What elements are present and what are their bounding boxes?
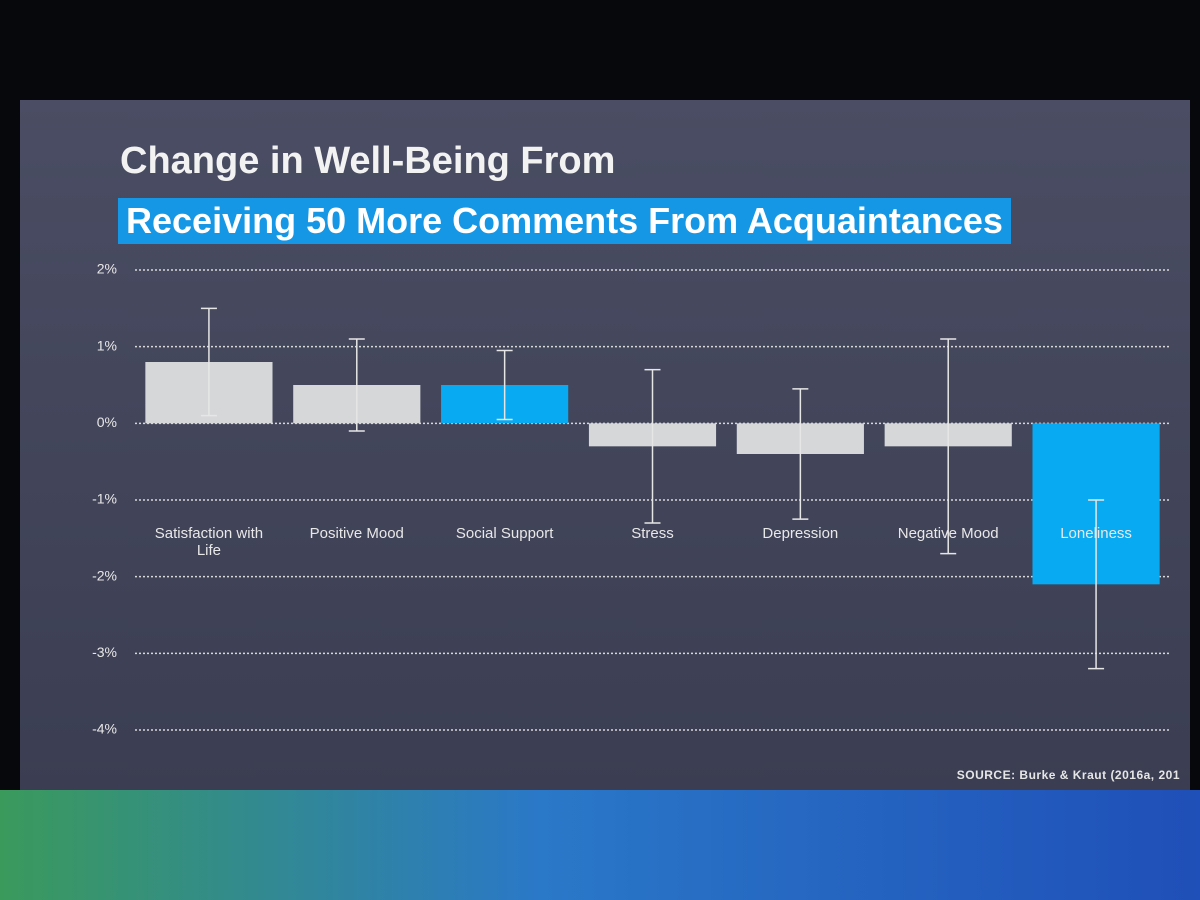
y-tick-label: -4%	[92, 721, 117, 737]
x-tick-label: Social Support	[455, 524, 554, 542]
x-tick-label: Stress	[631, 524, 674, 542]
y-tick-label: -1%	[92, 491, 117, 507]
x-tick-label: Negative Mood	[897, 524, 999, 542]
y-tick-label: -2%	[92, 567, 117, 583]
y-tick-label: -3%	[92, 644, 117, 660]
y-tick-label: 1%	[97, 337, 117, 353]
y-tick-label: 2%	[97, 261, 117, 277]
chart-title: Change in Well-Being From	[120, 140, 616, 182]
x-tick-label: Satisfaction with Life	[154, 524, 264, 559]
x-tick-label: Loneliness	[1060, 524, 1132, 542]
source-note: SOURCE: Burke & Kraut (2016a, 201	[956, 768, 1180, 782]
stage-floor	[0, 790, 1200, 900]
chart-subtitle: Receiving 50 More Comments From Acquaint…	[118, 198, 1011, 244]
x-tick-label: Depression	[762, 524, 839, 542]
x-tick-label: Positive Mood	[309, 524, 404, 542]
y-tick-label: 0%	[97, 414, 117, 430]
